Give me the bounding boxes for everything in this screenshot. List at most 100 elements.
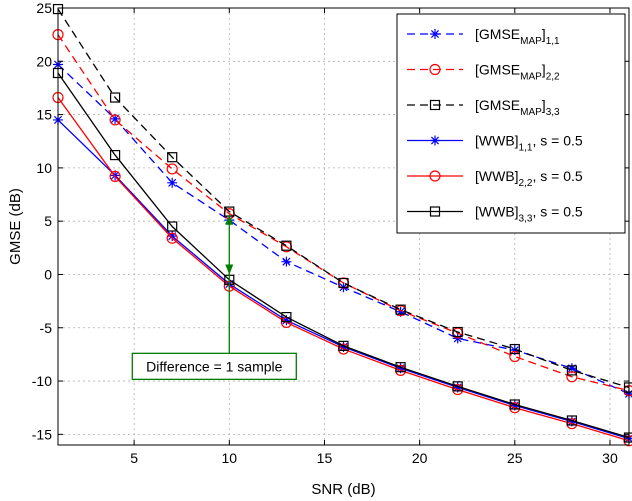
legend-label-part: 3,3 — [519, 214, 533, 225]
square-marker — [429, 206, 441, 217]
legend-label-part: ] — [542, 62, 546, 78]
series-line — [57, 8, 630, 389]
circle-marker — [109, 170, 121, 183]
x-tick-label: 10 — [222, 450, 238, 466]
y-tick-label: 15 — [36, 107, 52, 123]
legend-label-part: 2,2 — [546, 72, 560, 83]
y-tick-label: -10 — [32, 373, 52, 389]
square-marker — [109, 149, 121, 161]
star-marker — [167, 231, 178, 242]
star-marker — [338, 341, 349, 352]
series-layer — [52, 3, 632, 447]
annotation-box — [131, 352, 297, 380]
square-marker — [429, 99, 441, 111]
x-tick-label: 25 — [507, 450, 523, 466]
star-marker — [395, 363, 406, 374]
legend-label-part: 2,2 — [519, 178, 533, 189]
legend-label: [GMSEMAP]1,1 — [475, 26, 560, 47]
circle-marker — [509, 350, 521, 363]
star-marker — [430, 135, 440, 146]
circle-marker — [429, 170, 441, 182]
legend-label-part: 3,3 — [546, 107, 560, 118]
legend-label: [WWB]1,1, s = 0.5 — [475, 133, 583, 154]
star-marker — [430, 29, 440, 39]
star-marker — [167, 177, 178, 188]
legend-entry-5: [WWB]2,2, s = 0.5 — [407, 168, 583, 189]
legend-label-part: [WWB] — [475, 133, 519, 149]
annotation: Difference = 1 sample — [131, 214, 297, 380]
star-marker — [509, 400, 520, 411]
legend-label-part: ] — [542, 97, 546, 113]
y-tick-label: -5 — [40, 320, 53, 336]
series-line — [57, 97, 630, 442]
plot-frame — [57, 7, 630, 446]
square-marker — [566, 415, 578, 426]
series-line — [57, 72, 630, 439]
legend-entry-3: [GMSEMAP]3,3 — [407, 97, 560, 118]
legend-label-part: 1,1 — [546, 36, 560, 47]
legend-label-part: , s = 0.5 — [532, 204, 582, 220]
star-marker — [509, 345, 520, 356]
circle-marker — [166, 163, 178, 175]
star-marker — [281, 256, 292, 267]
legend-label-part: [WWB] — [475, 168, 519, 184]
legend-label-part: MAP — [520, 36, 542, 47]
legend-label-part: , s = 0.5 — [532, 133, 582, 149]
x-axis-label: SNR (dB) — [311, 481, 375, 498]
y-tick-label: 25 — [36, 0, 52, 16]
legend-label: [GMSEMAP]2,2 — [475, 62, 560, 83]
circle-marker — [566, 371, 578, 383]
x-tick-label: 5 — [130, 450, 138, 466]
square-marker — [281, 311, 292, 323]
square-marker — [566, 365, 578, 376]
legend-entry-4: [WWB]1,1, s = 0.5 — [407, 133, 583, 154]
star-marker — [452, 382, 463, 393]
y-tick-label: 5 — [44, 213, 52, 229]
legend-label-part: 1,1 — [519, 143, 533, 154]
circle-marker — [109, 114, 121, 126]
axis-ticks: 5 10 15 20 25 30 -15 -10 -5 0 5 10 15 20 25 — [32, 0, 629, 466]
square-marker — [509, 399, 520, 410]
legend-label-part: MAP — [520, 72, 542, 83]
legend-label: [WWB]3,3, s = 0.5 — [475, 204, 583, 225]
x-tick-label: 30 — [602, 450, 618, 466]
legend-label-part: MAP — [520, 107, 542, 118]
legend-label-part: [GMSE — [475, 26, 520, 42]
square-marker — [452, 326, 463, 338]
circle-marker — [429, 63, 441, 76]
series-line — [57, 34, 630, 392]
square-marker — [395, 362, 406, 373]
legend: [GMSEMAP]1,1[GMSEMAP]2,2[GMSEMAP]3,3[WWB… — [396, 13, 626, 234]
square-marker — [395, 304, 406, 315]
legend-label-part: [GMSE — [475, 97, 520, 113]
star-marker — [566, 416, 577, 427]
square-marker — [281, 240, 292, 251]
legend-entry-6: [WWB]3,3, s = 0.5 — [407, 204, 583, 225]
legend-label-part: ] — [542, 26, 546, 42]
annotation-arrowhead-bottom — [225, 264, 234, 275]
square-marker — [509, 343, 520, 355]
y-tick-label: 10 — [36, 160, 52, 176]
x-tick-label: 20 — [412, 450, 428, 466]
star-marker — [395, 306, 406, 317]
legend-label: [WWB]2,2, s = 0.5 — [475, 168, 583, 189]
circle-marker — [166, 232, 178, 244]
series-3 — [52, 3, 632, 393]
star-marker — [566, 363, 577, 374]
legend-label-part: , s = 0.5 — [532, 168, 582, 184]
annotation-text: Difference = 1 sample — [146, 358, 283, 374]
x-tick-label: 15 — [317, 450, 333, 466]
legend-label: [GMSEMAP]3,3 — [475, 97, 560, 118]
legend-entry-2: [GMSEMAP]2,2 — [407, 62, 560, 83]
square-marker — [109, 92, 121, 103]
square-marker — [338, 340, 349, 351]
legend-box — [396, 13, 626, 234]
y-axis-label: GMSE (dB) — [7, 188, 24, 265]
square-marker — [452, 381, 463, 392]
annotation-arrowhead-top — [225, 214, 234, 225]
legend-label-part: [GMSE — [475, 62, 520, 78]
square-marker — [167, 221, 178, 232]
star-marker — [110, 113, 121, 124]
y-tick-label: 0 — [44, 266, 52, 282]
